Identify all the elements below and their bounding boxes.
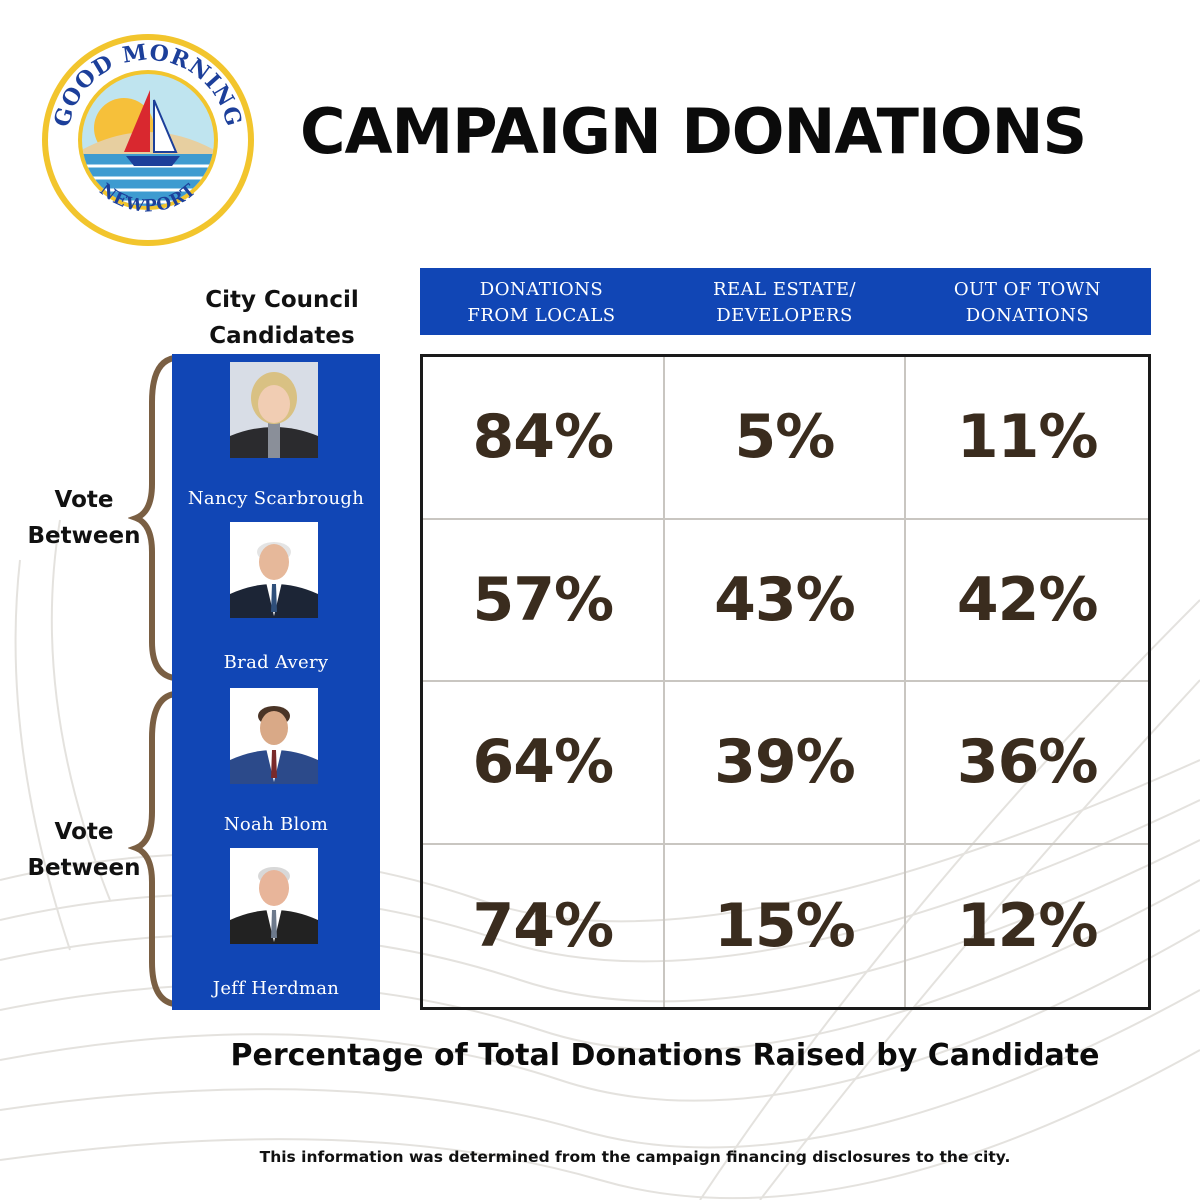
candidate-name: Nancy Scarbrough <box>187 488 365 509</box>
column-header-bar: DONATIONS FROM LOCALS REAL ESTATE/ DEVEL… <box>420 268 1151 335</box>
column-header-line: REAL ESTATE/ <box>712 279 857 300</box>
table-cell: 84% <box>423 357 665 520</box>
table-cell: 74% <box>423 844 665 1007</box>
candidate-name: Noah Blom <box>223 814 329 835</box>
group-brace-2 <box>128 691 177 1007</box>
table-cell: 64% <box>423 682 665 845</box>
column-header-line: OUT OF TOWN <box>953 279 1102 300</box>
column-header-line: FROM LOCALS <box>467 305 616 326</box>
row-header-line: City Council <box>205 287 359 313</box>
source-note: This information was determined from the… <box>259 1148 1011 1166</box>
page-title: CAMPAIGN DONATIONS <box>300 95 1087 168</box>
column-header-line: DEVELOPERS <box>716 305 853 326</box>
column-header: DONATIONS FROM LOCALS <box>420 277 663 329</box>
table-cell: 12% <box>956 890 1099 961</box>
candidate-name: Jeff Herdman <box>212 978 340 999</box>
column-header-line: DONATIONS <box>479 279 604 300</box>
row-header-label: City Council Candidates <box>176 282 388 354</box>
candidate-photo <box>230 688 318 784</box>
column-header: REAL ESTATE/ DEVELOPERS <box>663 277 906 329</box>
table-cell: 57% <box>423 519 665 682</box>
group-label-line: Vote <box>54 819 114 845</box>
table-cell: 11% <box>906 357 1148 520</box>
group-brace-1 <box>128 355 177 681</box>
data-table: 84% 5% 11% 57% 43% 42% 64% 39% 36% 74% 15% 12% <box>420 354 1151 1010</box>
table-cell: 43% <box>664 519 907 682</box>
row-header-line: Candidates <box>209 323 355 349</box>
candidate-name: Brad Avery <box>223 652 329 673</box>
table-cell: 39% <box>664 682 907 845</box>
group-label-2: Vote Between <box>10 814 158 886</box>
chart-caption: Percentage of Total Donations Raised by … <box>230 1038 1100 1073</box>
table-cell: 5% <box>664 357 907 520</box>
table-cell: 15% <box>665 844 907 1007</box>
group-braces <box>128 355 177 1007</box>
candidate-photo <box>230 848 318 944</box>
good-morning-newport-logo: GOOD MORNING NEWPORT <box>42 34 254 246</box>
column-header-line: DONATIONS <box>965 305 1090 326</box>
group-label-line: Between <box>27 523 141 549</box>
column-header: OUT OF TOWN DONATIONS <box>906 277 1149 329</box>
candidate-panel: Nancy Scarbrough Brad Avery Noah Blom Je… <box>172 354 380 1010</box>
group-label-line: Between <box>27 855 141 881</box>
table-cell: 42% <box>906 520 1148 682</box>
candidate-photo <box>230 362 318 458</box>
candidate-photo <box>230 522 318 618</box>
group-label-line: Vote <box>54 487 114 513</box>
table-cell: 36% <box>906 682 1148 845</box>
group-label-1: Vote Between <box>10 482 158 554</box>
